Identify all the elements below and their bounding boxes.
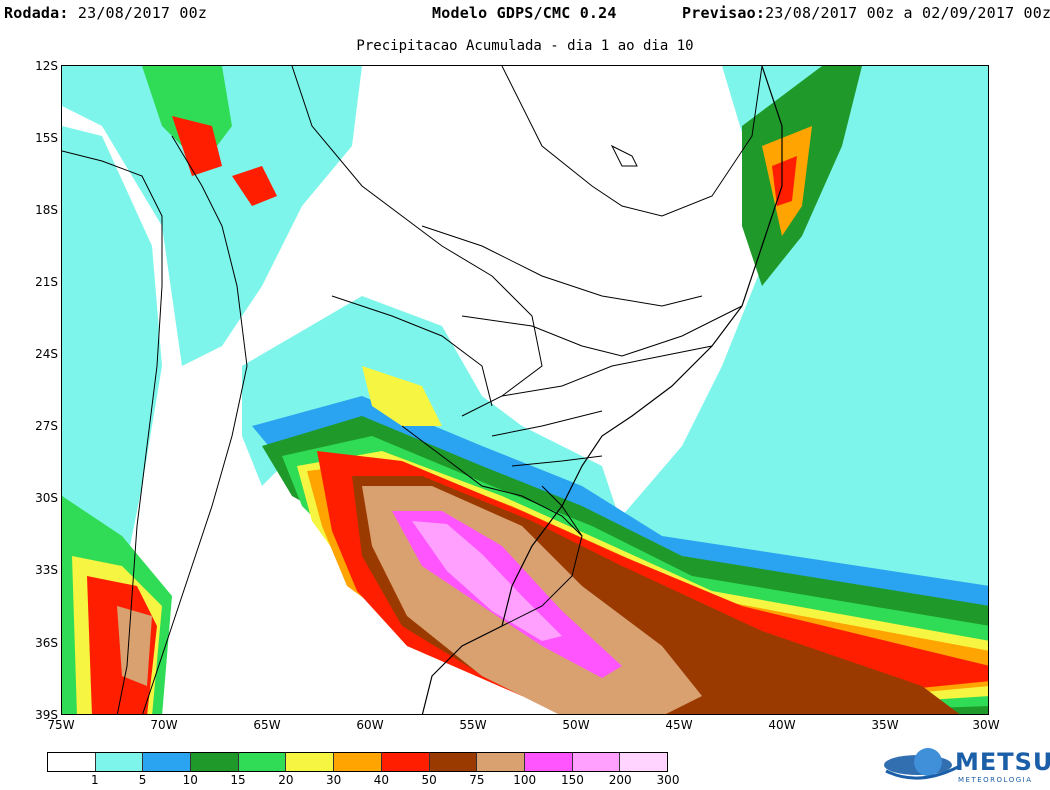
- lat-label-30s: 30S: [35, 491, 58, 505]
- band-pink: [412, 521, 562, 641]
- colorbar-tick-label: 75: [469, 773, 485, 787]
- colorbar-swatch: [572, 753, 621, 771]
- lon-label-50w: 50W: [562, 718, 590, 732]
- logo-globe-icon: [914, 748, 942, 776]
- brazil-state-south: [461, 305, 743, 357]
- colorbar-tick-label: 15: [230, 773, 246, 787]
- colorbar-tick-label: 100: [513, 773, 537, 787]
- andes-border: [142, 135, 248, 714]
- lake-marker: [610, 144, 638, 167]
- forecast-label: Previsao:: [682, 4, 766, 22]
- lat-label-33s: 33S: [35, 563, 58, 577]
- andes-north-field: [62, 66, 362, 366]
- brazil-state-sc: [511, 455, 603, 467]
- lat-label-36s: 36S: [35, 636, 58, 650]
- uruguay-border: [501, 485, 583, 627]
- paraguay-yellow: [362, 366, 442, 426]
- lat-label-27s: 27S: [35, 419, 58, 433]
- lon-label-65w: 65W: [253, 718, 281, 732]
- colorbar-tick-label: 10: [182, 773, 198, 787]
- colorbar-swatch: [524, 753, 573, 771]
- colorbar-swatch: [334, 753, 382, 771]
- north-andes-red-2: [232, 166, 277, 206]
- map-subtitle: Precipitacao Acumulada - dia 1 ao dia 10: [356, 38, 694, 54]
- model-name: Modelo GDPS/CMC 0.24: [432, 4, 617, 22]
- lat-label-12s: 12S: [35, 59, 58, 73]
- colorbar-tick-label: 30: [325, 773, 342, 787]
- run-date-label: Rodada:: [4, 4, 69, 22]
- patagonia-tan: [117, 606, 152, 686]
- forecast-value: 23/08/2017 00z a 02/09/2017 00z: [765, 4, 1050, 22]
- lat-label-21s: 21S: [35, 275, 58, 289]
- lon-label-40w: 40W: [768, 718, 796, 732]
- colorbar-tick-label: 150: [561, 773, 584, 787]
- colorbar-tick-label: 200: [608, 773, 632, 787]
- north-andes-red: [172, 116, 222, 176]
- atlantic-coastline: [421, 66, 783, 714]
- brazil-state-north: [501, 66, 763, 217]
- pacific-rain-field: [62, 126, 162, 626]
- logo-brand: METSUL: [955, 748, 1050, 776]
- colorbar-swatch: [429, 753, 478, 771]
- lon-label-70w: 70W: [150, 718, 178, 732]
- logo-orbit: [885, 765, 959, 780]
- colorbar-tick-label: 1: [90, 773, 99, 787]
- brazil-state-sp: [501, 345, 713, 397]
- colorbar-tick-label: 300: [656, 773, 680, 787]
- paraguay-border: [331, 295, 493, 407]
- lon-label-55w: 55W: [459, 718, 487, 732]
- colorbar-swatch: [95, 753, 144, 771]
- colorbar-tick-label: 5: [138, 773, 147, 787]
- run-date: Rodada: 23/08/2017 00z: [4, 4, 207, 22]
- model-title: Modelo GDPS/CMC 0.24: [432, 4, 617, 22]
- colorbar-swatch: [477, 753, 525, 771]
- brazil-state-mid: [421, 225, 703, 307]
- run-date-value: 23/08/2017 00z: [68, 4, 208, 22]
- lon-label-45w: 45W: [665, 718, 693, 732]
- brazil-state-pr: [491, 410, 603, 437]
- lon-label-75w: 75W: [47, 718, 75, 732]
- bolivia-brazil-border: [291, 66, 543, 417]
- colorbar-swatch: [286, 753, 335, 771]
- forecast-period: Previsao:23/08/2017 00z a 02/09/2017 00z: [682, 4, 1050, 22]
- precipitation-field: [62, 66, 988, 714]
- lat-label-24s: 24S: [35, 347, 58, 361]
- lon-label-60w: 60W: [356, 718, 384, 732]
- chile-coast: [62, 150, 163, 714]
- colorbar-swatch: [48, 753, 96, 771]
- colorbar-tick-label: 40: [373, 773, 390, 787]
- lat-label-39s: 39S: [35, 708, 58, 722]
- colorbar-swatch: [191, 753, 239, 771]
- colorbar-swatch: [238, 753, 287, 771]
- lon-label-30w: 30W: [972, 718, 1000, 732]
- precipitation-map: [61, 65, 989, 715]
- colorbar-tick-label: 20: [278, 773, 294, 787]
- metsul-logo: [884, 748, 959, 780]
- lon-label-35w: 35W: [871, 718, 899, 732]
- lat-label-18s: 18S: [35, 203, 58, 217]
- precipitation-colorbar: [47, 752, 668, 772]
- colorbar-tick-label: 50: [421, 773, 437, 787]
- colorbar-swatch: [620, 753, 667, 771]
- lat-label-15s: 15S: [35, 131, 58, 145]
- colorbar-swatch: [143, 753, 192, 771]
- logo-tagline: METEOROLOGIA: [958, 776, 1033, 784]
- colorbar-swatch: [381, 753, 430, 771]
- argentina-brazil-border: [401, 425, 583, 537]
- ne-red: [772, 156, 797, 206]
- political-borders: [62, 66, 783, 714]
